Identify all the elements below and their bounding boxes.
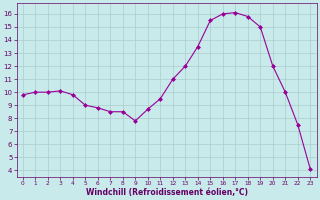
X-axis label: Windchill (Refroidissement éolien,°C): Windchill (Refroidissement éolien,°C) <box>85 188 248 197</box>
